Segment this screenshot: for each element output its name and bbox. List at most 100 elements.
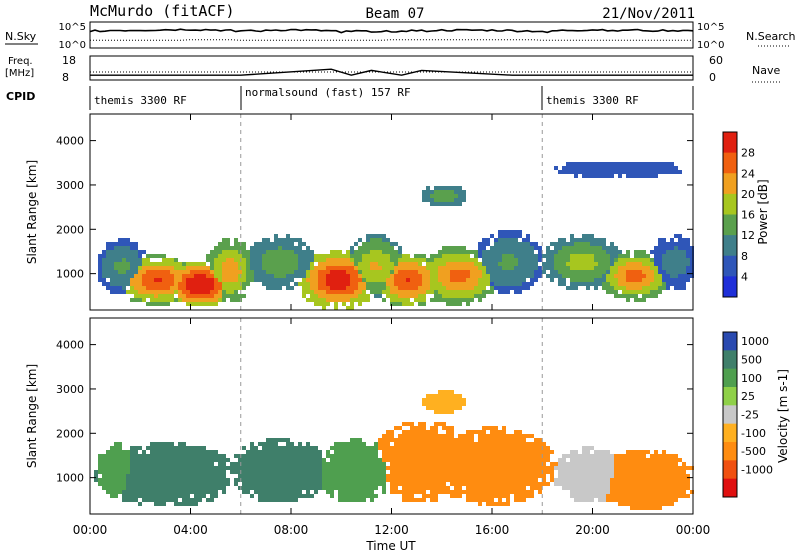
heatmap-cell <box>222 262 226 266</box>
heatmap-cell <box>386 266 390 270</box>
heatmap-cell <box>354 486 358 490</box>
heatmap-cell <box>314 462 318 466</box>
heatmap-cell <box>306 258 310 262</box>
heatmap-cell <box>406 446 410 450</box>
heatmap-cell <box>186 298 190 302</box>
heatmap-cell <box>218 250 222 254</box>
heatmap-cell <box>446 410 450 414</box>
heatmap-cell <box>390 262 394 266</box>
heatmap-cell <box>550 250 554 254</box>
heatmap-cell <box>458 254 462 258</box>
heatmap-cell <box>374 266 378 270</box>
heatmap-cell <box>650 162 654 166</box>
heatmap-cell <box>394 454 398 458</box>
heatmap-cell <box>410 422 414 426</box>
heatmap-cell <box>434 478 438 482</box>
heatmap-cell <box>174 474 178 478</box>
heatmap-cell <box>654 286 658 290</box>
heatmap-cell <box>430 254 434 258</box>
heatmap-cell <box>522 266 526 270</box>
heatmap-cell <box>506 238 510 242</box>
heatmap-cell <box>630 258 634 262</box>
heatmap-cell <box>214 450 218 454</box>
heatmap-cell <box>294 486 298 490</box>
heatmap-cell <box>166 454 170 458</box>
x-axis: 00:00 04:00 08:00 12:00 16:00 20:00 00:00 <box>73 114 710 537</box>
heatmap-cell <box>506 286 510 290</box>
heatmap-cell <box>646 262 650 266</box>
heatmap-cell <box>374 250 378 254</box>
heatmap-cell <box>150 482 154 486</box>
heatmap-cell <box>622 474 626 478</box>
heatmap-cell <box>598 174 602 178</box>
heatmap-cell <box>474 286 478 290</box>
heatmap-cell <box>590 478 594 482</box>
heatmap-cell <box>630 506 634 510</box>
heatmap-cell <box>642 166 646 170</box>
heatmap-cell <box>670 162 674 166</box>
heatmap-cell <box>670 246 674 250</box>
heatmap-cell <box>490 290 494 294</box>
heatmap-cell <box>330 254 334 258</box>
heatmap-cell <box>670 482 674 486</box>
heatmap-cell <box>670 466 674 470</box>
heatmap-cell <box>354 478 358 482</box>
heatmap-cell <box>514 258 518 262</box>
heatmap-cell <box>338 282 342 286</box>
heatmap-cell <box>358 266 362 270</box>
heatmap-cell <box>462 250 466 254</box>
heatmap-cell <box>678 238 682 242</box>
heatmap-cell <box>350 482 354 486</box>
heatmap-cell <box>374 446 378 450</box>
heatmap-cell <box>442 202 446 206</box>
heatmap-cell <box>574 254 578 258</box>
heatmap-cell <box>170 270 174 274</box>
heatmap-cell <box>438 286 442 290</box>
heatmap-cell <box>630 498 634 502</box>
heatmap-cell <box>554 462 558 466</box>
heatmap-cell <box>422 474 426 478</box>
heatmap-cell <box>578 498 582 502</box>
heatmap-cell <box>310 478 314 482</box>
heatmap-cell <box>102 474 106 478</box>
heatmap-cell <box>502 234 506 238</box>
heatmap-cell <box>98 470 102 474</box>
heatmap-cell <box>318 258 322 262</box>
heatmap-cell <box>390 450 394 454</box>
heatmap-cell <box>330 274 334 278</box>
heatmap-cell <box>666 166 670 170</box>
heatmap-cell <box>366 482 370 486</box>
heatmap-cell <box>538 458 542 462</box>
heatmap-cell <box>110 242 114 246</box>
heatmap-cell <box>614 294 618 298</box>
heatmap-cell <box>206 454 210 458</box>
heatmap-cell <box>258 454 262 458</box>
heatmap-cell <box>242 294 246 298</box>
heatmap-cell <box>402 470 406 474</box>
heatmap-cell <box>534 458 538 462</box>
heatmap-cell <box>146 486 150 490</box>
heatmap-cell <box>346 262 350 266</box>
heatmap-cell <box>130 246 134 250</box>
heatmap-cell <box>142 262 146 266</box>
heatmap-cell <box>150 266 154 270</box>
heatmap-cell <box>118 470 122 474</box>
heatmap-cell <box>654 162 658 166</box>
heatmap-cell <box>358 454 362 458</box>
heatmap-cell <box>402 498 406 502</box>
heatmap-cell <box>614 494 618 498</box>
heatmap-cell <box>266 250 270 254</box>
heatmap-cell <box>126 466 130 470</box>
heatmap-cell <box>658 286 662 290</box>
heatmap-cell <box>234 290 238 294</box>
heatmap-cell <box>446 254 450 258</box>
heatmap-cell <box>394 274 398 278</box>
heatmap-cell <box>206 298 210 302</box>
heatmap-cell <box>446 394 450 398</box>
heatmap-cell <box>666 250 670 254</box>
heatmap-cell <box>682 478 686 482</box>
heatmap-cell <box>442 438 446 442</box>
heatmap-cell <box>406 430 410 434</box>
heatmap-cell <box>198 290 202 294</box>
heatmap-cell <box>686 266 690 270</box>
